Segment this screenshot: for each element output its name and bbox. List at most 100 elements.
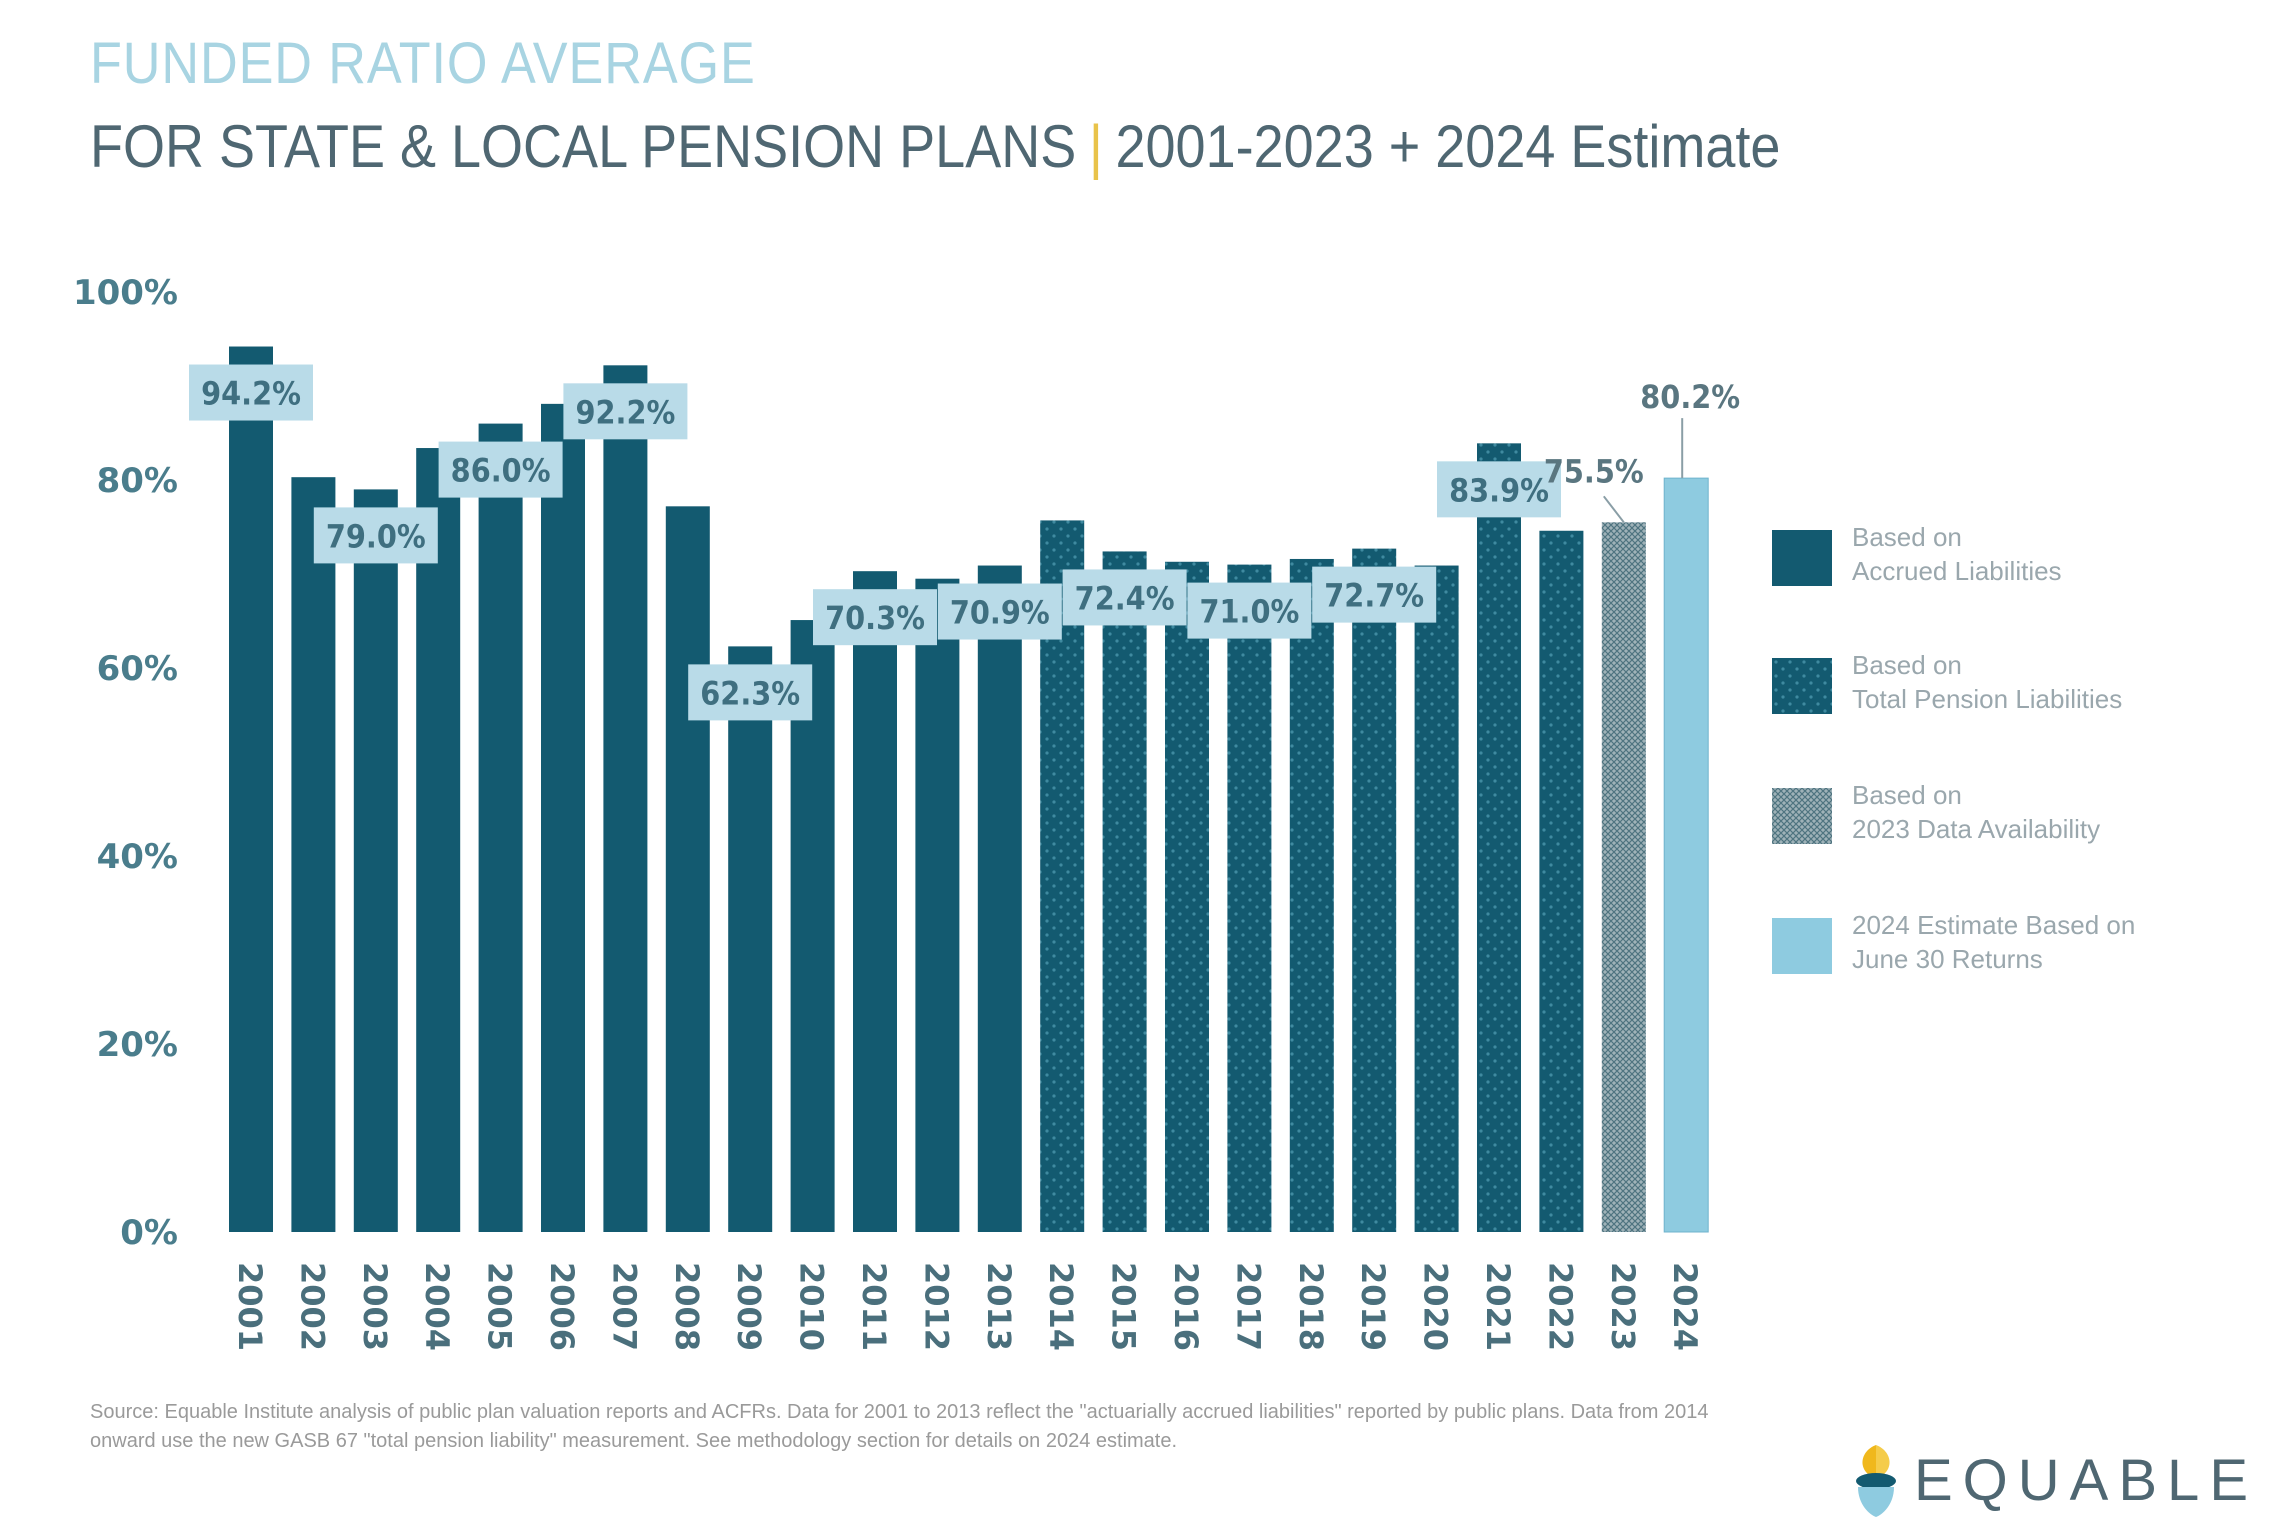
x-tick-label: 2013 [980,1262,1018,1351]
bar-2003 [353,489,398,1232]
data-label-2023: 75.5% [1544,452,1644,523]
data-label-2024: 80.2% [1640,378,1740,479]
bar-2016 [1165,561,1209,1232]
x-tick-label: 2006 [543,1262,581,1351]
x-tick-label: 2021 [1479,1262,1517,1351]
data-label-2005: 86.0% [438,441,563,498]
bar-2007 [603,365,648,1232]
x-tick-label: 2014 [1042,1262,1080,1351]
x-tick-label: 2017 [1229,1262,1267,1351]
bar-2020 [1414,565,1459,1232]
legend-swatch-estimate [1772,918,1832,974]
bar-2011 [853,571,897,1232]
data-label-2007: 92.2% [563,383,688,440]
data-label-text: 79.0% [326,517,426,555]
data-label-box [189,364,313,421]
legend-swatch-total [1772,658,1832,714]
data-label-box [1437,461,1561,518]
x-tick-label: 2009 [730,1262,768,1351]
x-tick-label: 2015 [1105,1262,1143,1351]
x-tick-label: 2016 [1167,1262,1205,1351]
bar-2022 [1539,530,1584,1232]
subtitle-main: FOR STATE & LOCAL PENSION PLANS [90,113,1077,180]
data-label-box [563,383,688,440]
data-label-2011: 70.3% [813,589,937,646]
bar-2021 [1477,443,1521,1233]
data-label-2013: 70.9% [937,583,1062,640]
y-axis: 0% 20% 40% 60% 80% 100% [73,273,178,1253]
bar-2009 [728,646,773,1232]
data-label-text: 86.0% [451,452,551,490]
data-label-2001: 94.2% [189,364,313,421]
data-label-box [813,589,937,646]
data-label-box [313,507,438,564]
y-tick-label: 60% [97,649,178,689]
y-tick-label: 20% [97,1025,178,1065]
bar-2004 [416,448,461,1232]
y-tick-label: 40% [97,837,178,877]
bar-2019 [1352,548,1397,1232]
legend-swatch-availability [1772,788,1832,844]
x-tick-label: 2003 [356,1262,394,1351]
x-tick-label: 2018 [1292,1262,1330,1351]
data-label-text: 83.9% [1449,471,1549,509]
bar-2015 [1102,551,1147,1232]
data-label-box [1062,569,1187,626]
bar-2018 [1289,558,1334,1232]
data-label-box [937,583,1062,640]
legend-label: Based on Total Pension Liabilities [1852,650,2123,714]
x-tick-label: 2008 [668,1262,706,1351]
data-label-2015: 72.4% [1062,569,1187,626]
data-label-text: 70.3% [825,599,925,637]
x-tick-label: 2007 [605,1262,643,1351]
x-tick-label: 2012 [917,1262,955,1351]
data-label-2017: 71.0% [1187,582,1312,639]
subtitle-separator: | [1088,113,1103,180]
legend-item-estimate: 2024 Estimate Based on June 30 Returns [1772,908,2252,988]
bar-2012 [915,578,960,1232]
x-axis: 2001 2002 2003 2004 2005 2006 2007 2008 2009 2010… [231,1262,1704,1351]
x-tick-label: 2004 [418,1262,456,1351]
data-label-box [438,441,563,498]
x-tick-label: 2019 [1354,1262,1392,1351]
chart-subtitle: FOR STATE & LOCAL PENSION PLANS | 2001-202… [90,112,1780,181]
bar-2002 [291,477,336,1232]
x-tick-label: 2020 [1417,1262,1455,1351]
data-label-text: 70.9% [950,594,1050,632]
x-tick-label: 2024 [1666,1262,1704,1351]
source-note: Source: Equable Institute analysis of pu… [90,1401,1709,1452]
legend-item-total: Based on Total Pension Liabilities [1772,648,2252,728]
data-label-text: 80.2% [1640,378,1740,416]
data-label-box [688,664,813,721]
legend-label: 2024 Estimate Based on June 30 Returns [1852,910,2136,974]
data-label-text: 92.2% [575,393,675,431]
bar-2010 [790,620,835,1232]
logo-text: EQUABLE [1914,1447,2258,1513]
subtitle-range: 2001-2023 + 2024 Estimate [1115,113,1781,180]
data-label-text: 72.7% [1324,577,1424,615]
data-label-2021: 83.9% [1437,461,1561,518]
y-tick-label: 100% [73,273,178,313]
legend-item-accrued: Based on Accrued Liabilities [1772,520,2252,600]
x-tick-label: 2023 [1604,1262,1642,1351]
bars [229,346,1709,1233]
data-label-box [1187,582,1312,639]
x-tick-label: 2002 [293,1262,331,1351]
bar-2024 [1663,477,1709,1233]
bar-2008 [665,506,710,1232]
x-tick-label: 2010 [793,1262,831,1351]
legend-label: Based on Accrued Liabilities [1852,522,2062,586]
data-labels: 94.2% 79.0% 86.0% 92.2% 62.3% 70.3% 70.9% 72.4%… [189,364,1740,721]
equable-logo: EQUABLE [1850,1440,2258,1520]
data-label-text: 75.5% [1544,452,1644,490]
x-tick-label: 2001 [231,1262,269,1351]
logo-mark-icon [1856,1445,1896,1517]
data-label-text: 71.0% [1199,593,1299,631]
data-label-box [1312,566,1437,623]
data-label-text: 62.3% [700,674,800,712]
bar-2023 [1601,522,1646,1232]
label-leader-line [1603,495,1625,523]
bar-2017 [1227,564,1272,1232]
data-label-2003: 79.0% [313,507,438,564]
